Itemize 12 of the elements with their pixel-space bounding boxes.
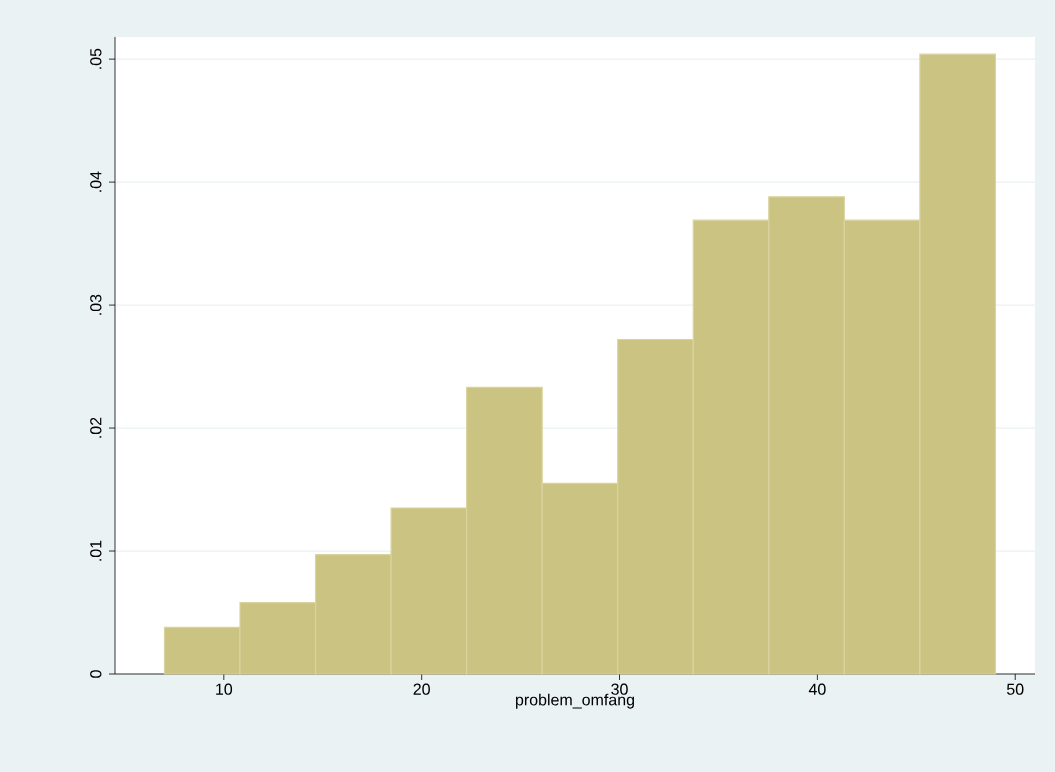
x-tick-label: 20 [413, 683, 430, 695]
y-tick-label: 0 [90, 670, 102, 678]
x-tick-label: 30 [611, 683, 628, 695]
x-tick-label: 10 [216, 683, 233, 695]
y-tick-label: .05 [90, 48, 102, 69]
y-tick-label: .02 [90, 417, 102, 438]
x-axis-title: problem_omfang [516, 693, 634, 709]
y-tick-label: .04 [90, 171, 102, 192]
x-tick-label: 40 [808, 683, 826, 695]
y-tick-label: .01 [90, 540, 102, 561]
x-tick-label: 50 [1006, 683, 1024, 695]
y-tick-label: .03 [90, 294, 102, 315]
